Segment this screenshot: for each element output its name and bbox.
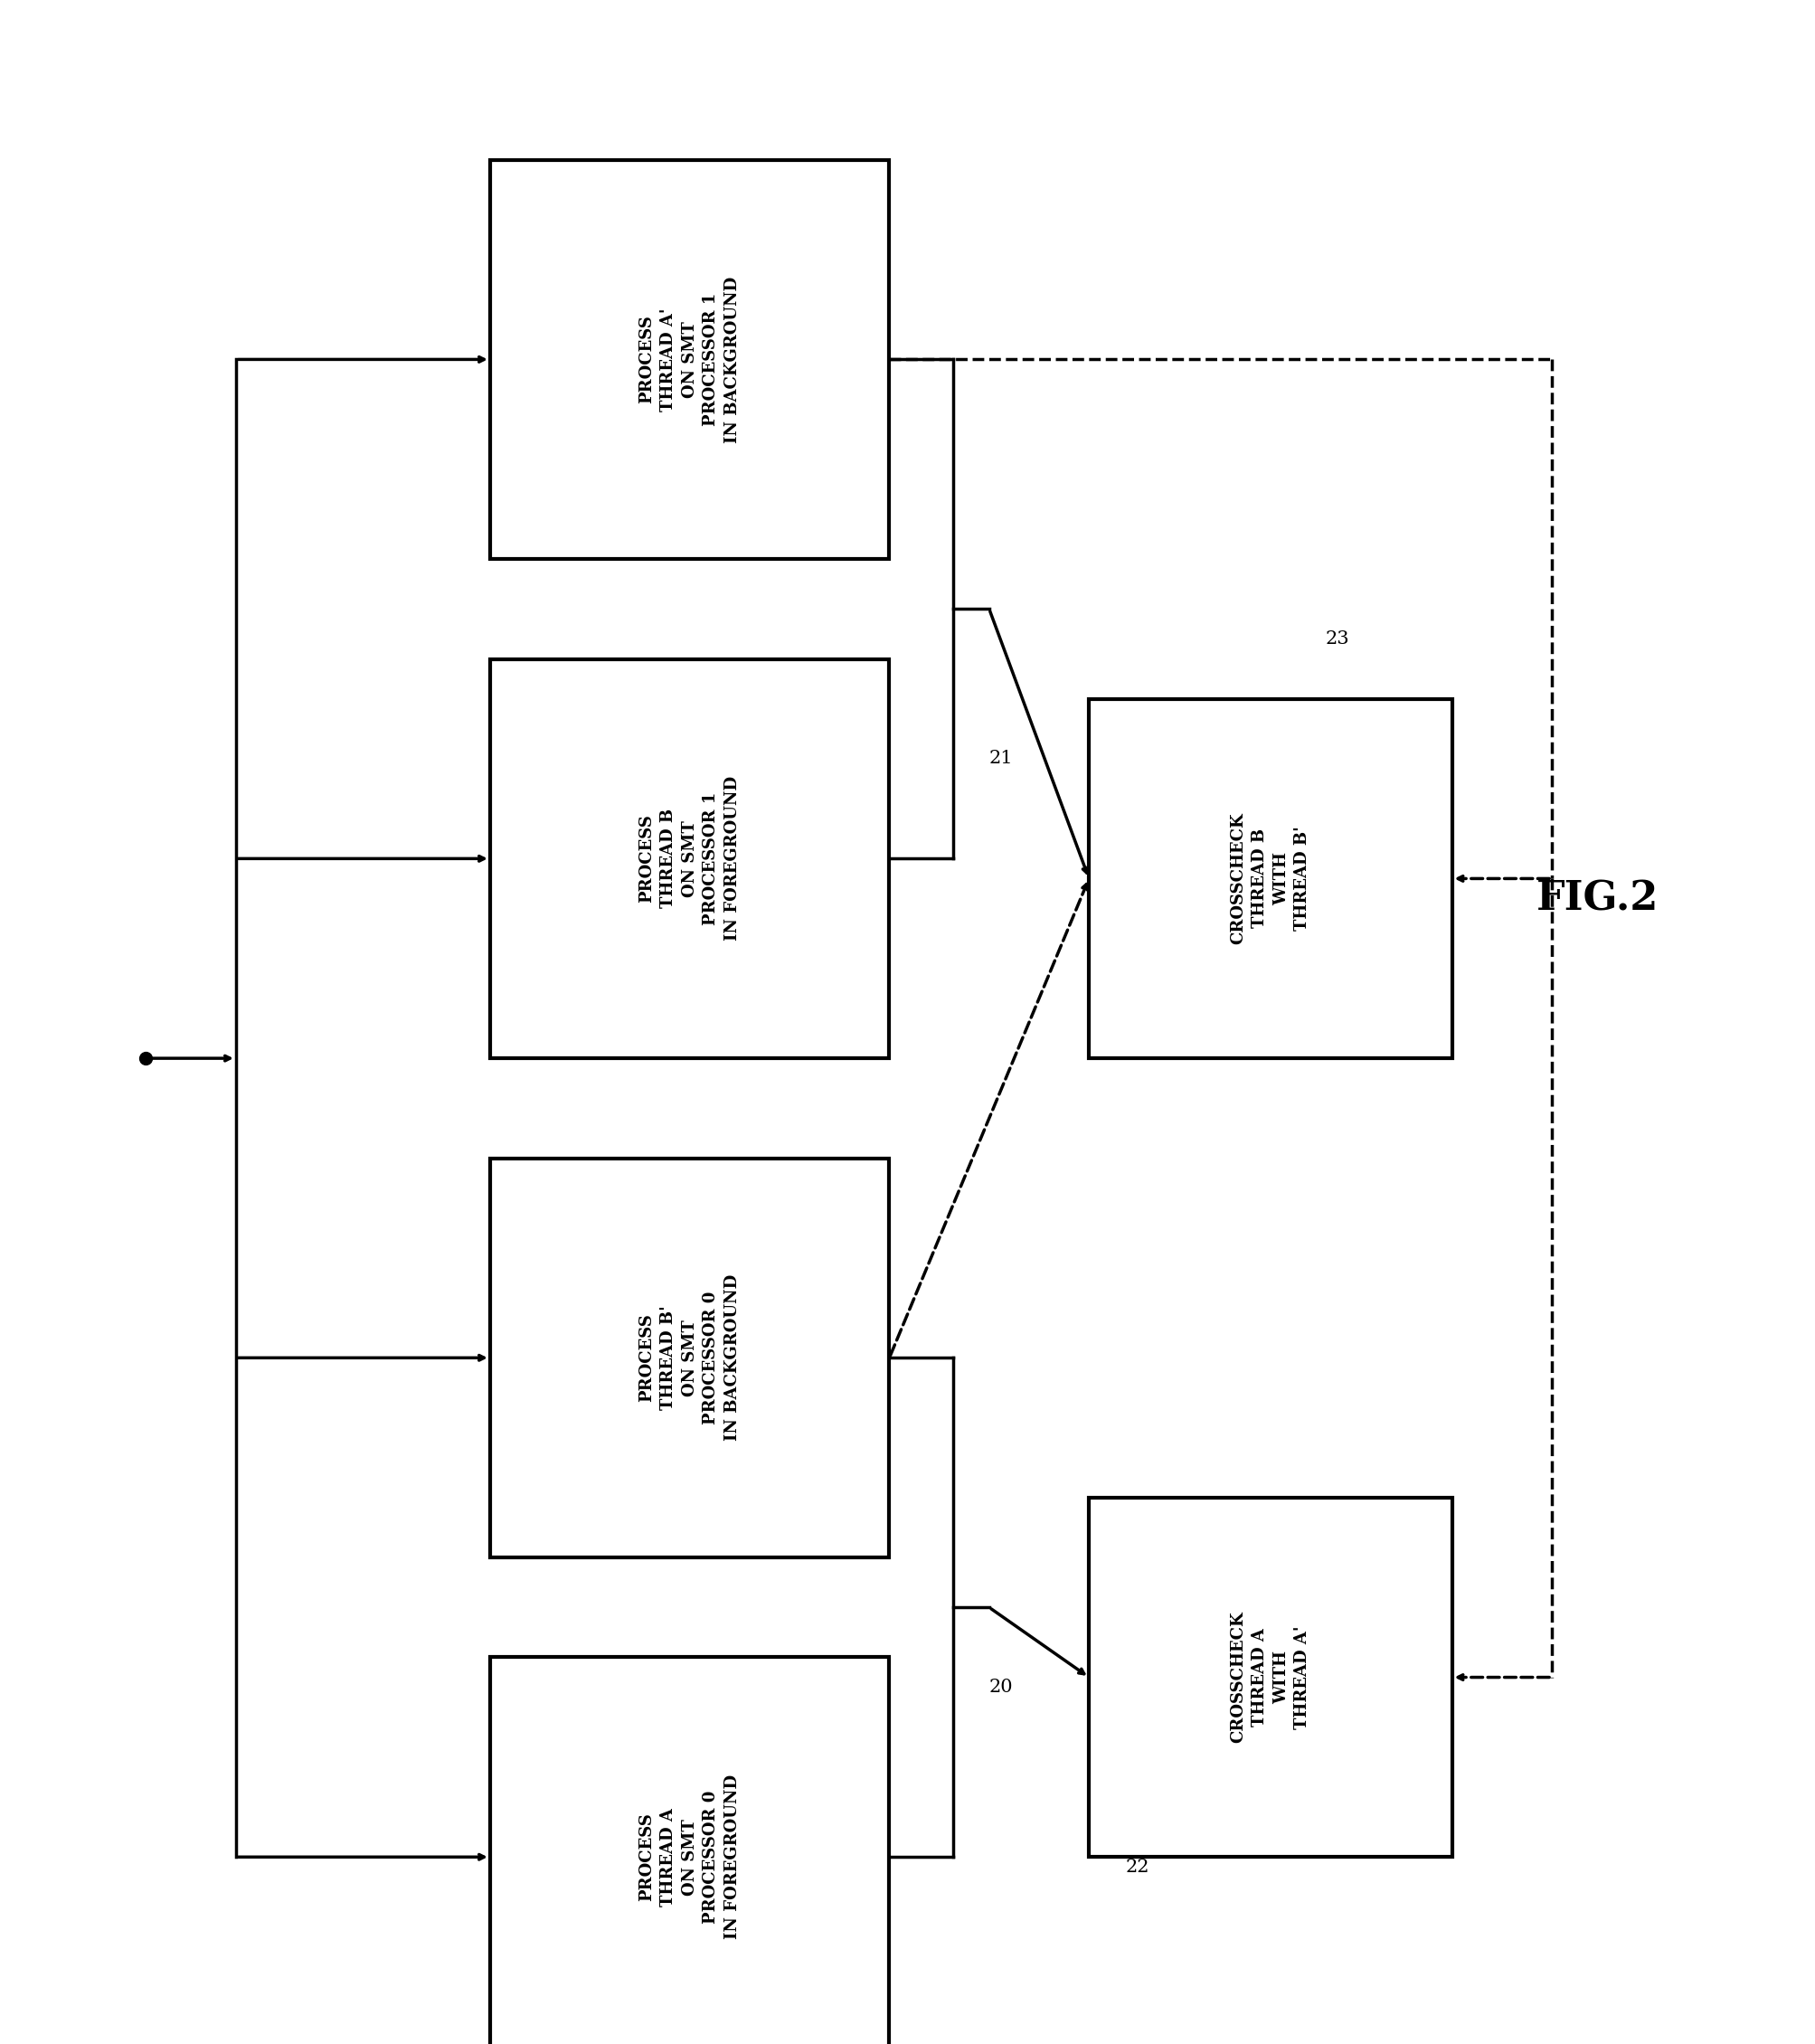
FancyBboxPatch shape	[490, 1658, 889, 2044]
Text: CROSSCHECK
THREAD B
WITH
THREAD B': CROSSCHECK THREAD B WITH THREAD B'	[1231, 814, 1310, 944]
FancyBboxPatch shape	[490, 1159, 889, 1558]
FancyBboxPatch shape	[490, 658, 889, 1059]
Text: PROCESS
THREAD B
ON SMT
PROCESSOR 1
IN FOREGROUND: PROCESS THREAD B ON SMT PROCESSOR 1 IN F…	[639, 777, 741, 940]
Text: 20: 20	[989, 1678, 1013, 1697]
Text: 23: 23	[1325, 630, 1349, 648]
Text: PROCESS
THREAD B'
ON SMT
PROCESSOR 0
IN BACKGROUND: PROCESS THREAD B' ON SMT PROCESSOR 0 IN …	[639, 1275, 741, 1441]
Text: 21: 21	[989, 750, 1013, 766]
FancyBboxPatch shape	[490, 159, 889, 560]
Text: CROSSCHECK
THREAD A
WITH
THREAD A': CROSSCHECK THREAD A WITH THREAD A'	[1231, 1611, 1310, 1744]
Text: PROCESS
THREAD A'
ON SMT
PROCESSOR 1
IN BACKGROUND: PROCESS THREAD A' ON SMT PROCESSOR 1 IN …	[639, 276, 741, 444]
FancyBboxPatch shape	[1089, 1498, 1452, 1858]
FancyBboxPatch shape	[1089, 699, 1452, 1059]
Text: 22: 22	[1125, 1858, 1149, 1876]
Text: PROCESS
THREAD A
ON SMT
PROCESSOR 0
IN FOREGROUND: PROCESS THREAD A ON SMT PROCESSOR 0 IN F…	[639, 1774, 741, 1940]
Text: FIG.2: FIG.2	[1535, 879, 1659, 918]
